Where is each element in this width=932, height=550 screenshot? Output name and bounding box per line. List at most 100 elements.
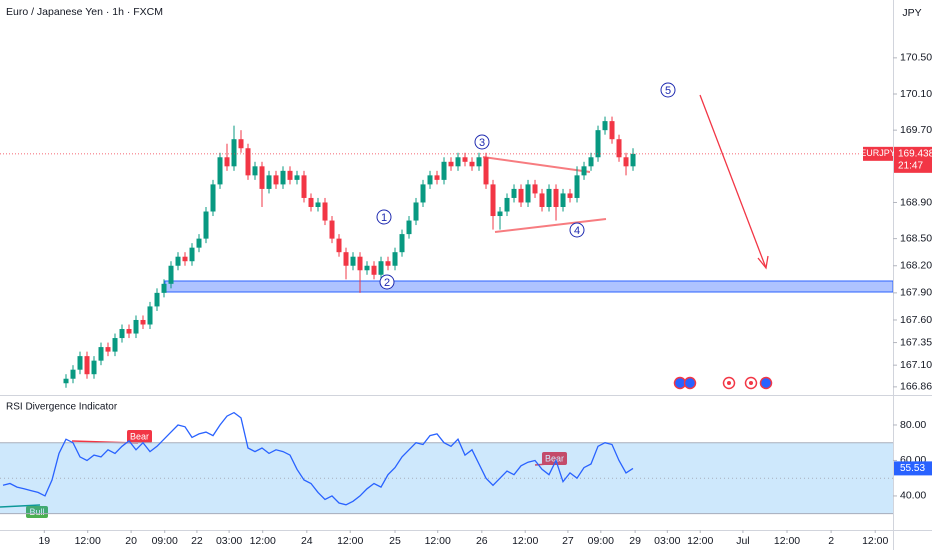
arrow-head (757, 255, 769, 270)
y-tick-label: 167.100 (900, 359, 932, 371)
y-tick-label: 40.00 (900, 490, 926, 502)
y-tick-label: 166.860 (900, 381, 932, 393)
event-icon-dot (749, 381, 753, 385)
candle-body (140, 319, 146, 325)
candle-body (217, 157, 223, 185)
x-tick-label: 12:00 (774, 535, 800, 547)
countdown-label: 21:47 (898, 160, 923, 171)
candle-body (420, 184, 426, 203)
candle-body (560, 193, 566, 207)
triangle-lower (494, 218, 607, 233)
symbol-label: EURJPY (860, 148, 896, 158)
candle-body (539, 193, 545, 207)
y-tick-label: 167.600 (900, 314, 932, 326)
bull-divergence (0, 504, 41, 508)
candle-body (273, 175, 279, 185)
candle-body (364, 265, 370, 271)
y-tick-label: 80.00 (900, 419, 926, 431)
candle-body (266, 175, 272, 189)
candle-body (287, 170, 293, 180)
candle-body (154, 292, 160, 307)
candle-body (161, 283, 167, 293)
candle-body (63, 378, 69, 384)
candle-body (504, 197, 510, 212)
rsi-line (2, 411, 634, 506)
x-tick-label: 22 (191, 535, 203, 547)
candle-body (112, 338, 118, 352)
wave-label: 2 (384, 277, 390, 289)
y-tick-label: 170.500 (900, 52, 932, 64)
wave-circle (376, 209, 392, 225)
candle-body (462, 157, 468, 162)
candle-body (616, 139, 622, 158)
x-tick-label: 20 (125, 535, 137, 547)
wave-circle (474, 134, 490, 150)
candle-body (105, 347, 111, 352)
x-tick-label: 09:00 (588, 535, 614, 547)
candle-body (567, 193, 573, 198)
candle-body (497, 211, 503, 217)
candle-body (182, 256, 188, 262)
candle-body (609, 121, 615, 140)
candle-body (469, 161, 475, 167)
candle-body (406, 220, 412, 235)
x-tick-label: 03:00 (216, 535, 242, 547)
wave-label: 5 (665, 85, 671, 97)
divergence-lines: Bear Bear Bull (0, 430, 567, 518)
currency: JPY (902, 7, 921, 19)
candle-body (77, 356, 83, 370)
bear-tag (127, 430, 152, 443)
candle-body (434, 175, 440, 180)
wave-label: 1 (381, 212, 387, 224)
candle-body (147, 306, 153, 325)
y-tick-label: 167.900 (900, 287, 932, 299)
price-label: 169.438 (898, 148, 932, 159)
y-tick-label: 168.500 (900, 232, 932, 244)
candle-body (588, 157, 594, 167)
x-tick-label: 2 (828, 535, 834, 547)
candle-body (98, 347, 104, 361)
wave-label: 3 (479, 137, 485, 149)
chart-title: Euro / Japanese Yen · 1h · FXCM (6, 6, 163, 18)
candle-body (280, 170, 286, 185)
candle-body (84, 356, 90, 375)
candle-body (427, 175, 433, 185)
projection-arrow (699, 94, 767, 269)
candle-body (595, 130, 601, 158)
bull-label: Bull (29, 507, 44, 517)
candle-body (259, 166, 265, 189)
candle-body (371, 265, 377, 275)
event-icons (673, 376, 773, 390)
candle-body (126, 329, 132, 334)
support-zone (164, 280, 894, 293)
bull-tag (26, 506, 48, 518)
event-icon (759, 376, 773, 390)
y-tick-label: 168.200 (900, 260, 932, 272)
candle-body (168, 265, 174, 284)
candle-body (203, 211, 209, 239)
x-tick-label: 12:00 (75, 535, 101, 547)
x-tick-label: 26 (476, 535, 488, 547)
candles (63, 116, 636, 388)
candle-body (525, 184, 531, 203)
candle-body (245, 148, 251, 176)
event-icon-dot (727, 381, 731, 385)
candle-body (329, 220, 335, 239)
candle-body (91, 360, 97, 375)
x-tick-label: 09:00 (152, 535, 178, 547)
candle-body (518, 188, 524, 203)
candle-body (133, 319, 139, 334)
indicator-title: RSI Divergence Indicator (6, 402, 118, 413)
candle-body (357, 256, 363, 271)
event-icon (683, 376, 697, 390)
x-tick-label: 29 (629, 535, 641, 547)
candle-body (196, 238, 202, 248)
candle-body (343, 252, 349, 266)
candle-body (399, 234, 405, 253)
wave-circle (569, 222, 585, 238)
candle-body (574, 175, 580, 198)
candle-body (490, 184, 496, 217)
candle-body (448, 161, 454, 167)
